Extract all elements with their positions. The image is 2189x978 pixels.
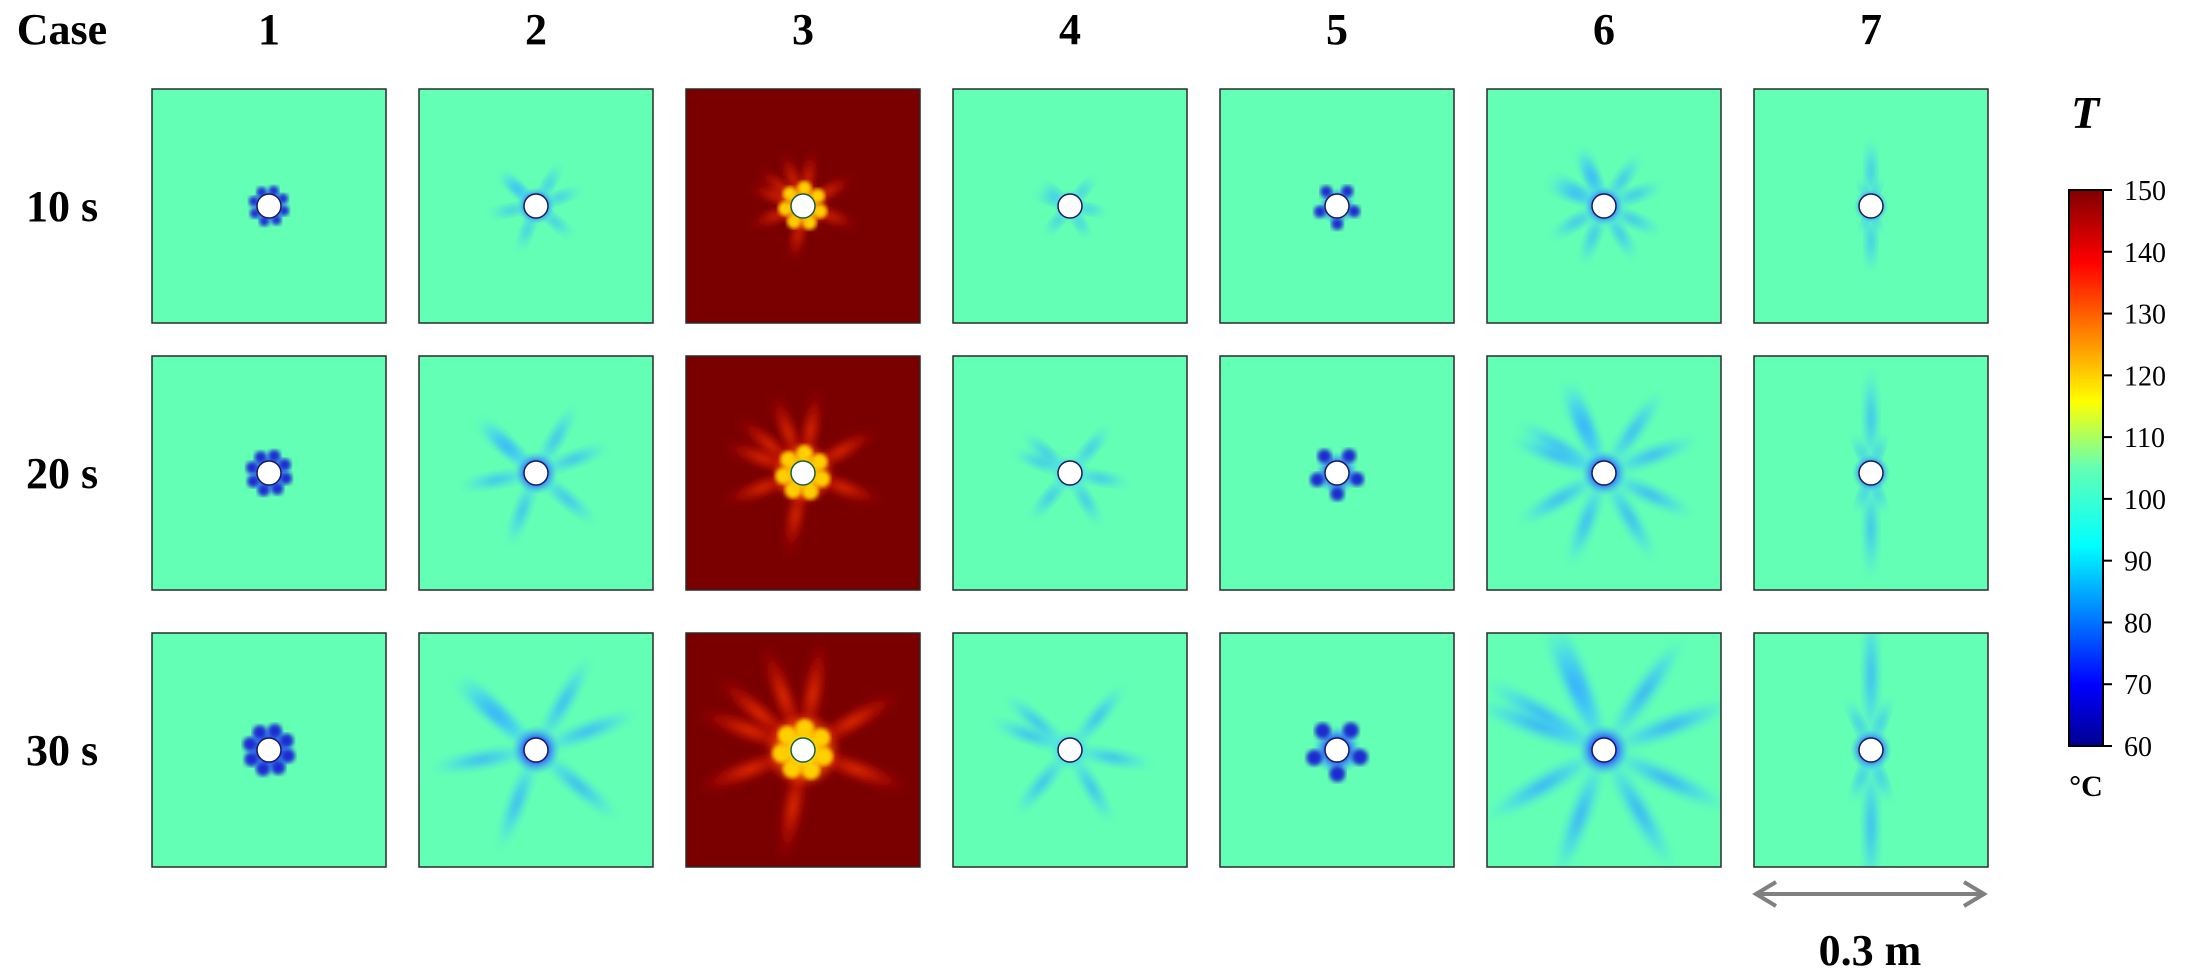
case-header-5: 5 [1326, 5, 1348, 54]
case-header-label: Case [17, 5, 107, 54]
case-header-3: 3 [792, 5, 814, 54]
borehole [523, 737, 549, 763]
panel-case6-t1 [1486, 88, 1722, 324]
time-label-2: 20 s [26, 449, 98, 498]
panel-frame [1753, 632, 1989, 868]
panel-frame [418, 88, 654, 324]
panel-case2-t2 [418, 355, 654, 591]
panel-case5-t3 [1219, 632, 1455, 868]
panel-frame [1753, 88, 1989, 324]
panel-case1-t3 [151, 632, 387, 868]
borehole [256, 193, 282, 219]
borehole [1858, 460, 1884, 486]
case-header-2: 2 [525, 5, 547, 54]
panel-frame [685, 88, 921, 324]
borehole [1057, 460, 1083, 486]
panel-frame [685, 632, 921, 868]
case-header-4: 4 [1059, 5, 1081, 54]
colorbar-tick-label: 120 [2124, 361, 2166, 392]
panel-frame [151, 355, 387, 591]
time-label-1: 10 s [26, 182, 98, 231]
borehole [1057, 737, 1083, 763]
panel-case3-t3 [685, 632, 921, 868]
borehole [790, 460, 816, 486]
panel-frame [1486, 632, 1722, 868]
colorbar-tick-label: 130 [2124, 300, 2166, 331]
panel-case4-t3 [952, 632, 1188, 868]
time-row-labels: 10 s 20 s 30 s [26, 182, 98, 775]
borehole [1858, 737, 1884, 763]
colorbar-tick-label: 110 [2124, 423, 2165, 454]
panel-case2-t1 [418, 88, 654, 324]
case-header-6: 6 [1593, 5, 1615, 54]
colorbar-symbol: T [2071, 87, 2101, 138]
panel-case4-t1 [952, 88, 1188, 324]
borehole [1057, 193, 1083, 219]
borehole [1324, 460, 1350, 486]
panel-frame [418, 632, 654, 868]
borehole [1858, 193, 1884, 219]
borehole [790, 737, 816, 763]
panel-frame [1486, 355, 1722, 591]
colorbar-tick-label: 100 [2124, 485, 2166, 516]
borehole [1324, 193, 1350, 219]
panel-case5-t2 [1219, 355, 1455, 591]
colorbar-tick-label: 90 [2124, 547, 2152, 578]
colorbar-ticks: 150 140 130 120 110 100 90 80 70 60 [2103, 176, 2166, 763]
panel-frame [1219, 355, 1455, 591]
panel-grid [151, 88, 1989, 868]
colorbar-tick-label: 80 [2124, 608, 2152, 639]
colorbar-tick-label: 70 [2124, 670, 2152, 701]
borehole [256, 737, 282, 763]
panel-frame [1486, 88, 1722, 324]
borehole [1591, 460, 1617, 486]
case-header-1: 1 [258, 5, 280, 54]
scale-bar: 0.3 m [1752, 880, 1988, 975]
panel-case6-t3 [1486, 632, 1722, 868]
borehole [1324, 737, 1350, 763]
panel-case2-t3 [418, 632, 654, 868]
panel-frame [952, 355, 1188, 591]
borehole [256, 460, 282, 486]
panel-frame [418, 355, 654, 591]
panel-frame [1753, 355, 1989, 591]
colorbar-gradient [2068, 189, 2104, 747]
panel-case7-t2 [1753, 355, 1989, 591]
colorbar-tick-label: 140 [2124, 238, 2166, 269]
colorbar-unit: °C [2069, 770, 2103, 803]
case-column-headers: 1 2 3 4 5 6 7 [258, 5, 1882, 54]
panel-case1-t1 [151, 88, 387, 324]
borehole [523, 193, 549, 219]
borehole [790, 193, 816, 219]
borehole [1591, 737, 1617, 763]
borehole [1591, 193, 1617, 219]
panel-case3-t2 [685, 355, 921, 591]
scale-bar-right-arrowhead [1962, 880, 1988, 908]
scale-bar-label: 0.3 m [1819, 926, 1922, 975]
borehole [523, 460, 549, 486]
panel-frame [952, 88, 1188, 324]
panel-frame [151, 88, 387, 324]
colorbar-tick-label: 150 [2124, 176, 2166, 207]
colorbar: T 150 140 130 120 110 100 90 80 70 60 °C [2068, 87, 2166, 803]
panel-case6-t2 [1486, 355, 1722, 591]
panel-case4-t2 [952, 355, 1188, 591]
panel-frame [1219, 632, 1455, 868]
panel-case3-t1 [685, 88, 921, 324]
panel-case7-t1 [1753, 88, 1989, 324]
scale-bar-left-arrowhead [1752, 880, 1778, 908]
panel-frame [151, 632, 387, 868]
time-label-3: 30 s [26, 726, 98, 775]
case-header-7: 7 [1860, 5, 1882, 54]
panel-case5-t1 [1219, 88, 1455, 324]
panel-case7-t3 [1753, 632, 1989, 868]
panel-frame [685, 355, 921, 591]
panel-frame [1219, 88, 1455, 324]
panel-frame [952, 632, 1188, 868]
colorbar-tick-label: 60 [2124, 732, 2152, 763]
panel-case1-t2 [151, 355, 387, 591]
